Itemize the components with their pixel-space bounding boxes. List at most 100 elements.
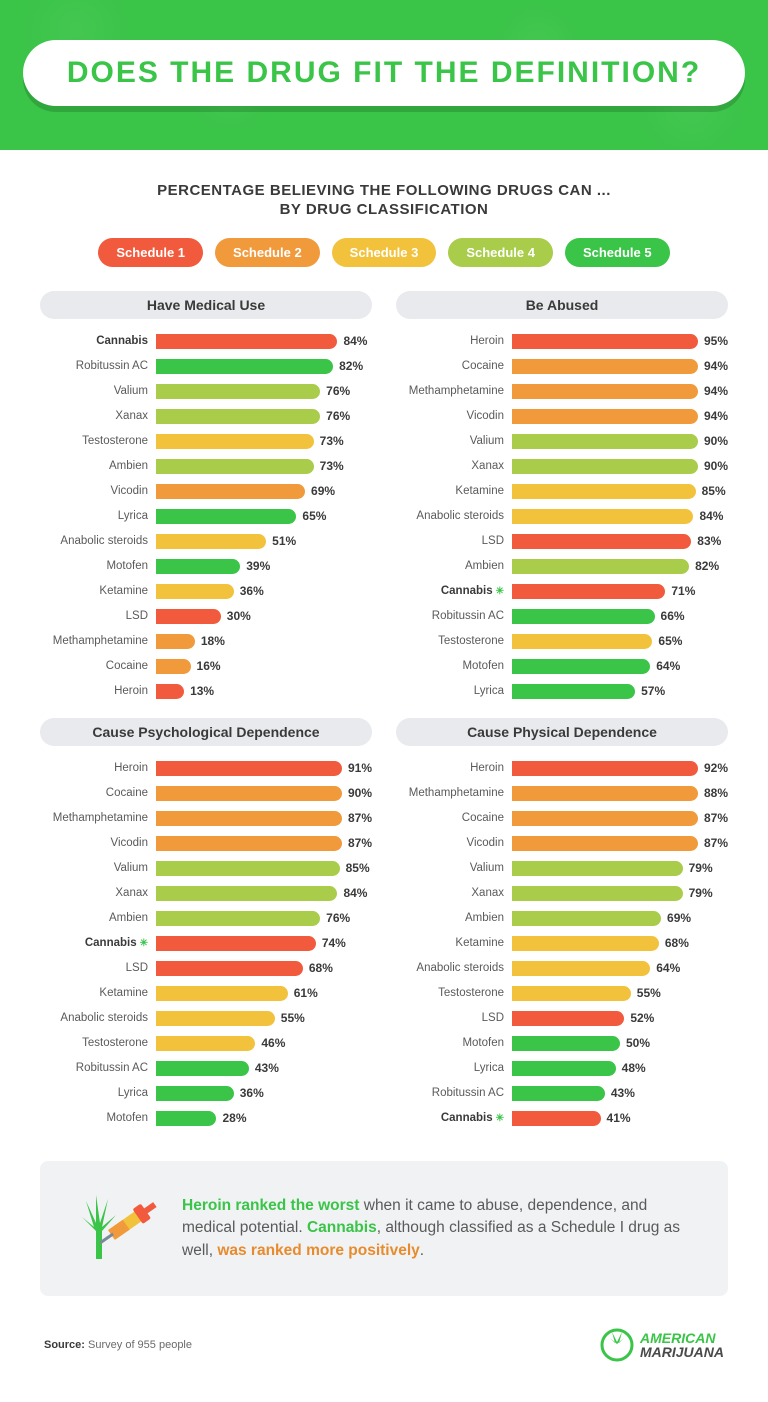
bar-label: Robitussin AC [396, 1087, 512, 1099]
bar-track: 39% [156, 559, 372, 574]
bar-row: Cocaine16% [40, 656, 372, 676]
bar-value: 64% [656, 961, 680, 975]
bar-label: Cocaine [396, 812, 512, 824]
subtitle-block: PERCENTAGE BELIEVING THE FOLLOWING DRUGS… [0, 150, 768, 238]
bar-track: 73% [156, 434, 372, 449]
bar-fill [512, 534, 691, 549]
bar-row: Ketamine61% [40, 983, 372, 1003]
bar-fill [512, 1036, 620, 1051]
bar-label: Ambien [40, 460, 156, 472]
bar-row: Ketamine85% [396, 481, 728, 501]
bar-track: 65% [512, 634, 728, 649]
bar-row: Heroin91% [40, 758, 372, 778]
bar-row: Robitussin AC43% [40, 1058, 372, 1078]
bar-value: 94% [704, 384, 728, 398]
bar-value: 13% [190, 684, 214, 698]
bar-row: Cannabis✳71% [396, 581, 728, 601]
bar-row: Lyrica36% [40, 1083, 372, 1103]
bar-track: 87% [156, 836, 372, 851]
bar-row: Ambien69% [396, 908, 728, 928]
chart-title: Cause Psychological Dependence [40, 718, 372, 746]
bar-fill [512, 1111, 601, 1126]
bar-label: Motofen [396, 1037, 512, 1049]
bar-label: Vicodin [40, 485, 156, 497]
bar-fill [156, 659, 191, 674]
bar-chart: Cause Psychological Dependence Heroin91% C… [40, 718, 372, 1133]
summary-box: Heroin ranked the worst when it came to … [40, 1161, 728, 1296]
bar-fill [512, 509, 693, 524]
bar-row: Ambien76% [40, 908, 372, 928]
charts-grid: Have Medical UseCannabis84%Robitussin AC… [0, 291, 768, 1133]
bar-label: Heroin [40, 762, 156, 774]
bar-value: 68% [309, 961, 333, 975]
bar-row: Cannabis✳ 74% [40, 933, 372, 953]
bar-row: LSD52% [396, 1008, 728, 1028]
bar-row: Methamphetamine88% [396, 783, 728, 803]
bar-list: Heroin95%Cocaine94%Methamphetamine94%Vic… [396, 331, 728, 701]
bar-value: 74% [322, 936, 346, 950]
bar-track: 18% [156, 634, 372, 649]
bar-track: 73% [156, 459, 372, 474]
bar-row: Lyrica57% [396, 681, 728, 701]
bar-fill [156, 459, 314, 474]
bar-track: 87% [156, 811, 372, 826]
bar-label: Ambien [396, 912, 512, 924]
bar-row: Lyrica48% [396, 1058, 728, 1078]
title-pill: DOES THE DRUG FIT THE DEFINITION? [23, 40, 745, 106]
bar-track: 68% [156, 961, 372, 976]
bar-fill [512, 986, 631, 1001]
bar-row: LSD30% [40, 606, 372, 626]
bar-value: 90% [704, 434, 728, 448]
bar-track: 79% [512, 861, 728, 876]
cannabis-leaf-icon: ✳ [496, 586, 504, 597]
bar-value: 84% [343, 334, 367, 348]
bar-track: 76% [156, 409, 372, 424]
bar-label: Vicodin [40, 837, 156, 849]
bar-label: Cannabis✳ [40, 937, 156, 949]
bar-value: 82% [695, 559, 719, 573]
bar-value: 92% [704, 761, 728, 775]
schedule-pill: Schedule 2 [215, 238, 320, 267]
bar-value: 43% [255, 1061, 279, 1075]
bar-track: 57% [512, 684, 728, 699]
bar-fill [156, 409, 320, 424]
bar-label: Anabolic steroids [40, 1012, 156, 1024]
bar-fill [512, 761, 698, 776]
bar-label: Valium [396, 435, 512, 447]
bar-track: 85% [156, 861, 372, 876]
bar-track: 52% [512, 1011, 728, 1026]
bar-value: 90% [348, 786, 372, 800]
bar-value: 18% [201, 634, 225, 648]
bar-track: 43% [512, 1086, 728, 1101]
bar-row: Testosterone65% [396, 631, 728, 651]
schedule-pill: Schedule 5 [565, 238, 670, 267]
bar-fill [512, 659, 650, 674]
bar-fill [156, 761, 342, 776]
bar-track: 30% [156, 609, 372, 624]
bar-label: Testosterone [40, 435, 156, 447]
bar-fill [512, 911, 661, 926]
bar-track: 74% [156, 936, 372, 951]
bar-label: Ambien [396, 560, 512, 572]
bar-track: 92% [512, 761, 728, 776]
bar-row: Heroin95% [396, 331, 728, 351]
bar-label: Heroin [396, 335, 512, 347]
bar-row: Methamphetamine87% [40, 808, 372, 828]
bar-fill [512, 334, 698, 349]
bar-track: 41% [512, 1111, 728, 1126]
chart-title: Cause Physical Dependence [396, 718, 728, 746]
bar-label: Valium [40, 862, 156, 874]
bar-track: 83% [512, 534, 728, 549]
bar-fill [512, 559, 689, 574]
bar-row: LSD83% [396, 531, 728, 551]
bar-fill [156, 384, 320, 399]
bar-label: Xanax [396, 887, 512, 899]
bar-row: Valium79% [396, 858, 728, 878]
bar-label: Ketamine [40, 987, 156, 999]
bar-row: Vicodin69% [40, 481, 372, 501]
bar-row: Ambien73% [40, 456, 372, 476]
bar-track: 36% [156, 584, 372, 599]
bar-label: Lyrica [396, 685, 512, 697]
bar-row: Ketamine68% [396, 933, 728, 953]
bar-label: Robitussin AC [396, 610, 512, 622]
